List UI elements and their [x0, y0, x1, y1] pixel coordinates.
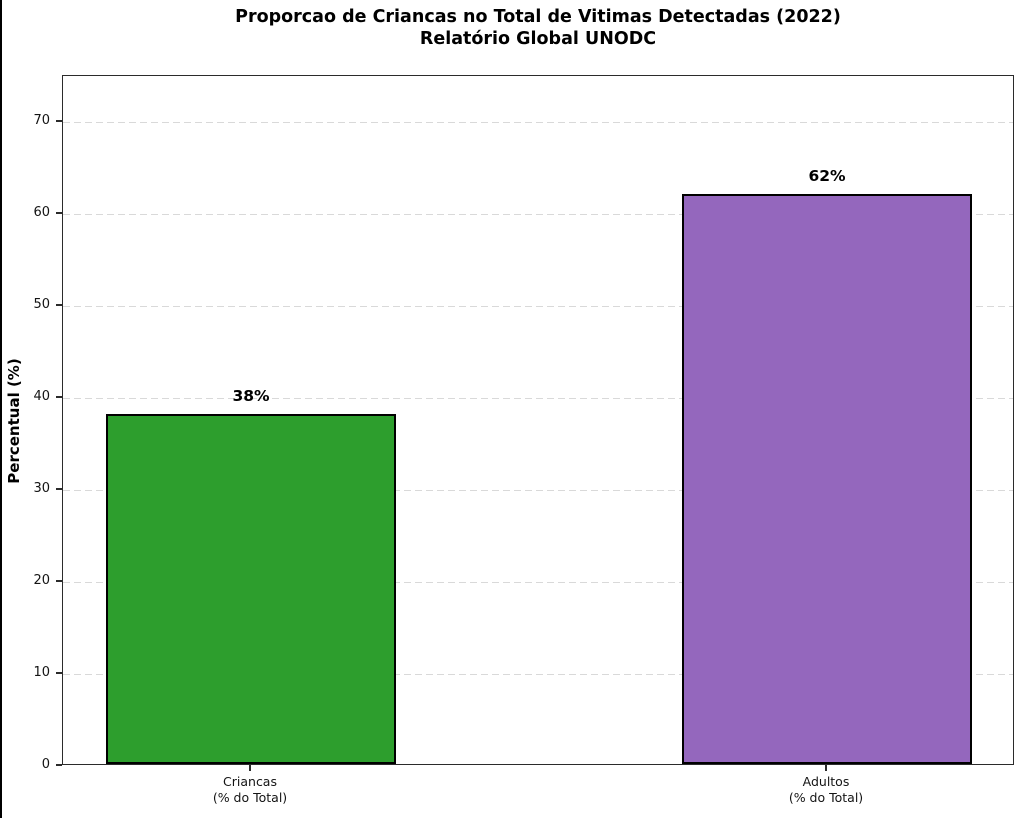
y-tick-label-40: 40 [33, 389, 50, 404]
y-tick-mark-50 [56, 304, 62, 306]
bar-slot-criancas: 38% [106, 74, 396, 764]
gridline-70 [63, 121, 1013, 123]
x-tick-label-line1-criancas: Criancas [223, 774, 277, 789]
chart-title-line2: Relatório Global UNODC [419, 29, 657, 49]
x-tick-mark-adultos [825, 765, 827, 771]
y-tick-label-20: 20 [33, 573, 50, 588]
gridline-50 [63, 305, 1013, 307]
x-tick-label-criancas: Criancas (% do Total) [105, 774, 395, 806]
x-tick-label-line2-criancas: (% do Total) [212, 790, 288, 805]
y-tick-label-50: 50 [33, 297, 50, 312]
x-tick-mark-criancas [249, 765, 251, 771]
bar-adultos [682, 193, 972, 764]
y-tick-mark-30 [56, 488, 62, 490]
gridline-60 [63, 213, 1013, 215]
bar-criancas [106, 414, 396, 764]
gridline-10 [63, 673, 1013, 675]
y-tick-mark-70 [56, 120, 62, 122]
y-tick-mark-20 [56, 580, 62, 582]
y-tick-label-10: 10 [33, 665, 50, 680]
chart-title-line1: Proporcao de Criancas no Total de Vitima… [235, 7, 841, 27]
x-tick-label-line2-adultos: (% do Total) [788, 790, 864, 805]
y-tick-label-30: 30 [33, 481, 50, 496]
y-tick-mark-10 [56, 672, 62, 674]
y-tick-label-70: 70 [33, 113, 50, 128]
x-tick-label-adultos: Adultos (% do Total) [681, 774, 971, 806]
y-axis-label: Percentual (%) [5, 358, 23, 484]
gridline-20 [63, 581, 1013, 583]
screenshot-left-border [0, 0, 2, 818]
y-tick-label-0: 0 [41, 757, 50, 772]
bar-value-label-criancas: 38% [232, 387, 270, 406]
bar-value-label-adultos: 62% [808, 166, 846, 185]
y-tick-mark-0 [56, 764, 62, 766]
gridline-40 [63, 397, 1013, 399]
chart-title: Proporcao de Criancas no Total de Vitima… [62, 6, 1014, 50]
y-tick-mark-60 [56, 212, 62, 214]
gridline-30 [63, 489, 1013, 491]
x-tick-label-line1-adultos: Adultos [802, 774, 850, 789]
plot-area: 38% 62% [62, 75, 1014, 765]
y-tick-label-60: 60 [33, 205, 50, 220]
bar-slot-adultos: 62% [682, 74, 972, 764]
y-tick-mark-40 [56, 396, 62, 398]
